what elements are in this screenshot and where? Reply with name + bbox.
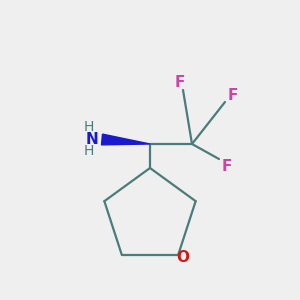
Text: O: O bbox=[176, 250, 189, 265]
Text: F: F bbox=[221, 159, 232, 174]
Polygon shape bbox=[101, 134, 150, 145]
Text: F: F bbox=[227, 88, 238, 103]
Text: N: N bbox=[86, 132, 98, 147]
Text: H: H bbox=[83, 121, 94, 134]
Text: H: H bbox=[83, 145, 94, 158]
Text: F: F bbox=[175, 75, 185, 90]
